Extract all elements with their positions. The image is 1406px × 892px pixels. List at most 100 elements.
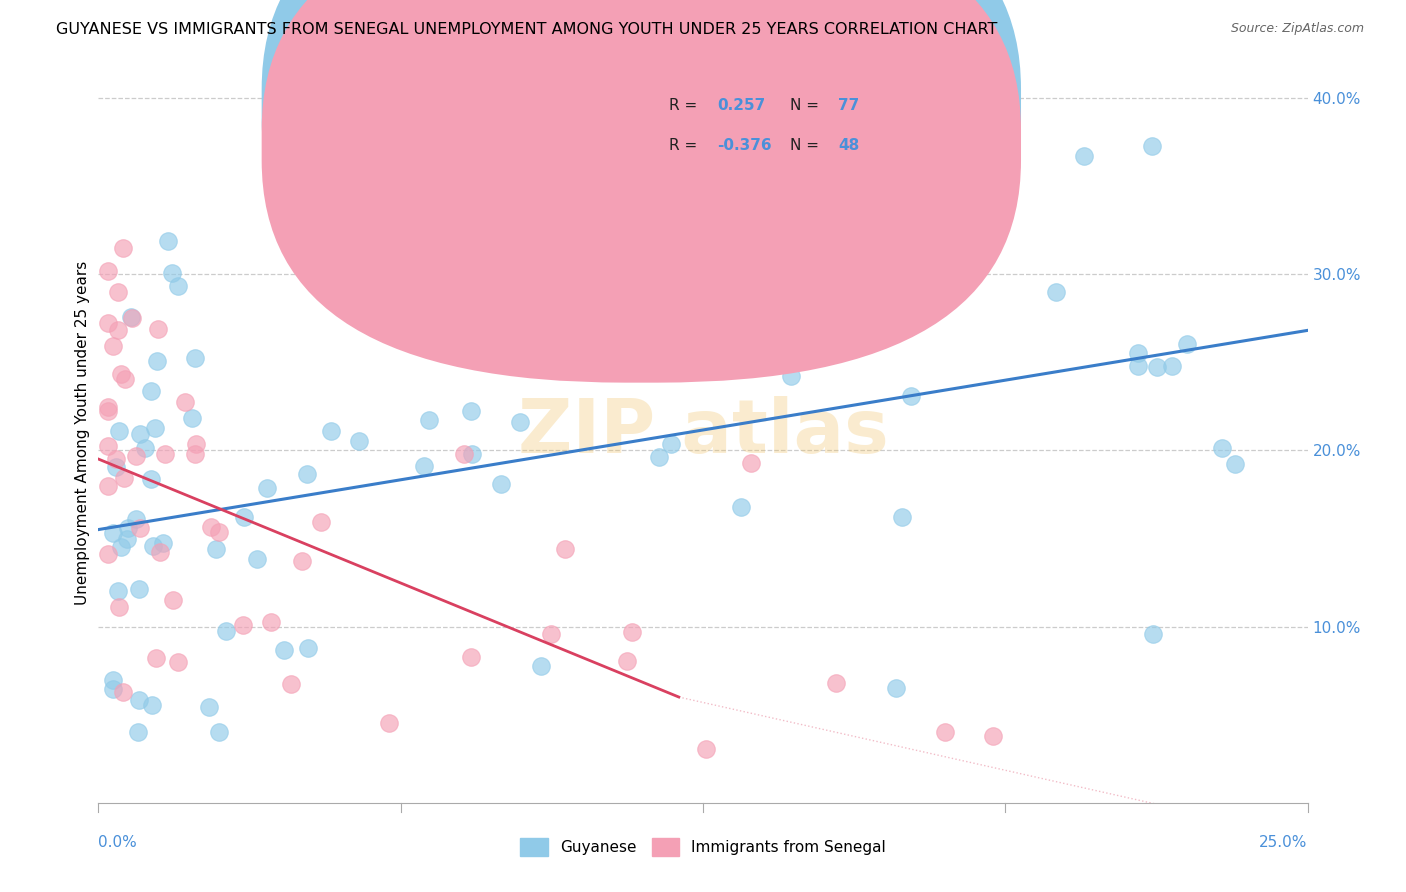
Point bbox=[207, 525, 229, 540]
Point bbox=[779, 270, 801, 285]
Point bbox=[695, 741, 717, 756]
Point bbox=[884, 188, 907, 202]
Point bbox=[659, 437, 682, 451]
Point bbox=[127, 725, 149, 739]
Point bbox=[530, 658, 553, 673]
Point bbox=[104, 460, 127, 475]
Text: N =: N = bbox=[790, 138, 824, 153]
Point bbox=[97, 438, 120, 452]
Point bbox=[97, 479, 120, 493]
FancyBboxPatch shape bbox=[262, 0, 1021, 383]
Point bbox=[291, 554, 314, 568]
Point bbox=[900, 389, 922, 403]
Point bbox=[101, 682, 124, 697]
Point bbox=[108, 600, 131, 615]
Point bbox=[491, 477, 513, 491]
Point bbox=[120, 310, 142, 325]
Point bbox=[740, 456, 762, 470]
Point bbox=[294, 185, 316, 199]
Point bbox=[107, 285, 129, 299]
Point bbox=[413, 458, 436, 473]
Point bbox=[1146, 359, 1168, 374]
Point bbox=[110, 367, 132, 381]
Point bbox=[730, 500, 752, 515]
Point bbox=[128, 582, 150, 597]
Point bbox=[112, 241, 135, 255]
Point bbox=[167, 279, 190, 293]
Point bbox=[153, 447, 176, 461]
Point bbox=[115, 532, 138, 546]
Point bbox=[664, 360, 686, 375]
Point bbox=[934, 725, 956, 739]
Point bbox=[616, 654, 638, 668]
Point bbox=[321, 424, 343, 438]
Point bbox=[648, 450, 671, 464]
Point bbox=[125, 512, 148, 526]
Point bbox=[121, 311, 143, 326]
Point bbox=[129, 426, 152, 441]
Point bbox=[114, 372, 136, 386]
Point bbox=[890, 510, 912, 524]
Point bbox=[780, 369, 803, 384]
Point bbox=[460, 650, 482, 665]
Point bbox=[146, 322, 169, 336]
Point bbox=[162, 593, 184, 607]
Point bbox=[232, 618, 254, 632]
FancyBboxPatch shape bbox=[262, 0, 1021, 342]
Point bbox=[509, 415, 531, 429]
Point bbox=[97, 316, 120, 330]
Point bbox=[97, 404, 120, 418]
Point bbox=[1142, 626, 1164, 640]
Point bbox=[1128, 359, 1150, 373]
Point bbox=[139, 472, 162, 486]
Point bbox=[142, 539, 165, 553]
Text: GUYANESE VS IMMIGRANTS FROM SENEGAL UNEMPLOYMENT AMONG YOUTH UNDER 25 YEARS CORR: GUYANESE VS IMMIGRANTS FROM SENEGAL UNEM… bbox=[56, 22, 998, 37]
Point bbox=[215, 624, 238, 638]
Point bbox=[460, 404, 482, 418]
Point bbox=[367, 241, 389, 255]
Point bbox=[418, 412, 440, 426]
Point bbox=[402, 140, 425, 154]
Point bbox=[200, 519, 222, 533]
Point bbox=[128, 521, 150, 535]
Text: R =: R = bbox=[669, 138, 702, 153]
Point bbox=[184, 447, 207, 461]
Text: -0.376: -0.376 bbox=[717, 138, 772, 153]
Point bbox=[280, 677, 302, 691]
Point bbox=[117, 521, 139, 535]
Point bbox=[107, 584, 129, 599]
Point bbox=[97, 400, 120, 414]
Point bbox=[349, 434, 371, 449]
Point bbox=[319, 258, 342, 272]
Point bbox=[273, 642, 295, 657]
Point bbox=[536, 276, 558, 290]
Point bbox=[825, 676, 848, 690]
Point bbox=[198, 700, 221, 714]
Point bbox=[1073, 149, 1095, 163]
Text: 77: 77 bbox=[838, 97, 859, 112]
Point bbox=[128, 693, 150, 707]
Point bbox=[1175, 337, 1198, 351]
Point bbox=[621, 625, 644, 640]
Point bbox=[359, 276, 381, 290]
Point bbox=[146, 354, 169, 368]
Point bbox=[416, 206, 439, 220]
Point bbox=[180, 410, 202, 425]
Point bbox=[981, 729, 1004, 743]
FancyBboxPatch shape bbox=[606, 73, 927, 173]
Point bbox=[110, 540, 132, 554]
Point bbox=[101, 339, 124, 353]
Point bbox=[183, 351, 205, 365]
Point bbox=[297, 467, 319, 482]
Point bbox=[1225, 457, 1247, 471]
Point bbox=[1128, 346, 1150, 360]
Point bbox=[152, 535, 174, 549]
Text: 25.0%: 25.0% bbox=[1260, 835, 1308, 850]
Point bbox=[1161, 359, 1184, 373]
Point bbox=[541, 359, 564, 374]
Point bbox=[309, 515, 332, 529]
Point bbox=[1140, 138, 1163, 153]
Point bbox=[554, 542, 576, 557]
Point bbox=[156, 235, 179, 249]
Text: N =: N = bbox=[790, 97, 824, 112]
